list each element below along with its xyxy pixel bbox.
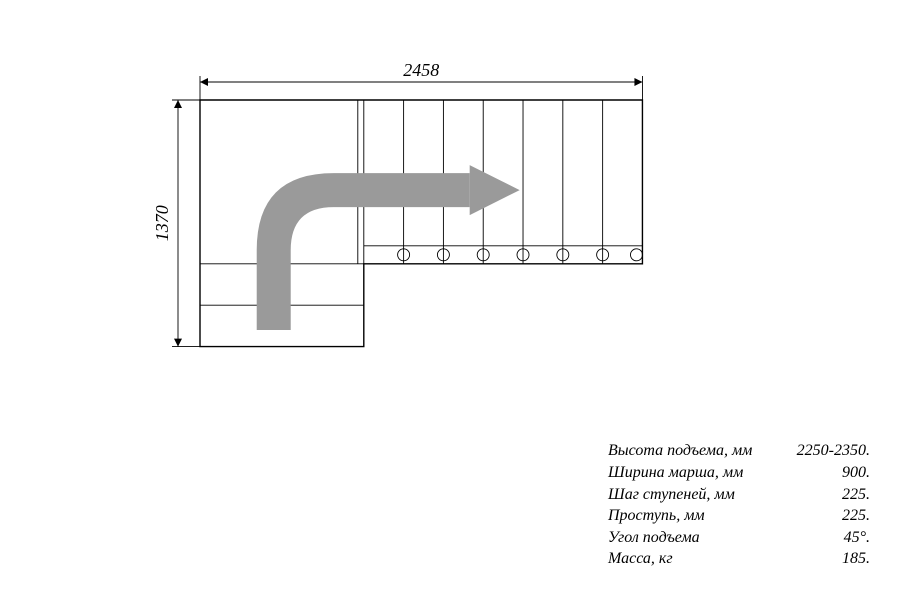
spec-label: Угол подъема [608, 527, 778, 549]
spec-value: 2250-2350. [790, 440, 870, 462]
spec-row: Проступь, мм 225. [608, 505, 870, 527]
spec-value: 225. [790, 505, 870, 527]
spec-table: Высота подъема, мм 2250-2350. Ширина марш… [608, 440, 870, 570]
spec-label: Проступь, мм [608, 505, 778, 527]
spec-row: Масса, кг 185. [608, 548, 870, 570]
spec-value: 185. [790, 548, 870, 570]
spec-label: Высота подъема, мм [608, 440, 778, 462]
spec-row: Высота подъема, мм 2250-2350. [608, 440, 870, 462]
spec-row: Ширина марша, мм 900. [608, 462, 870, 484]
dimension-left: 1370 [152, 205, 172, 241]
spec-label: Шаг ступеней, мм [608, 484, 778, 506]
spec-label: Масса, кг [608, 548, 778, 570]
spec-value: 900. [790, 462, 870, 484]
spec-label: Ширина марша, мм [608, 462, 778, 484]
spec-row: Угол подъема 45°. [608, 527, 870, 549]
spec-value: 225. [790, 484, 870, 506]
spec-value: 45°. [790, 527, 870, 549]
spec-row: Шаг ступеней, мм 225. [608, 484, 870, 506]
dimension-top: 2458 [403, 60, 439, 80]
